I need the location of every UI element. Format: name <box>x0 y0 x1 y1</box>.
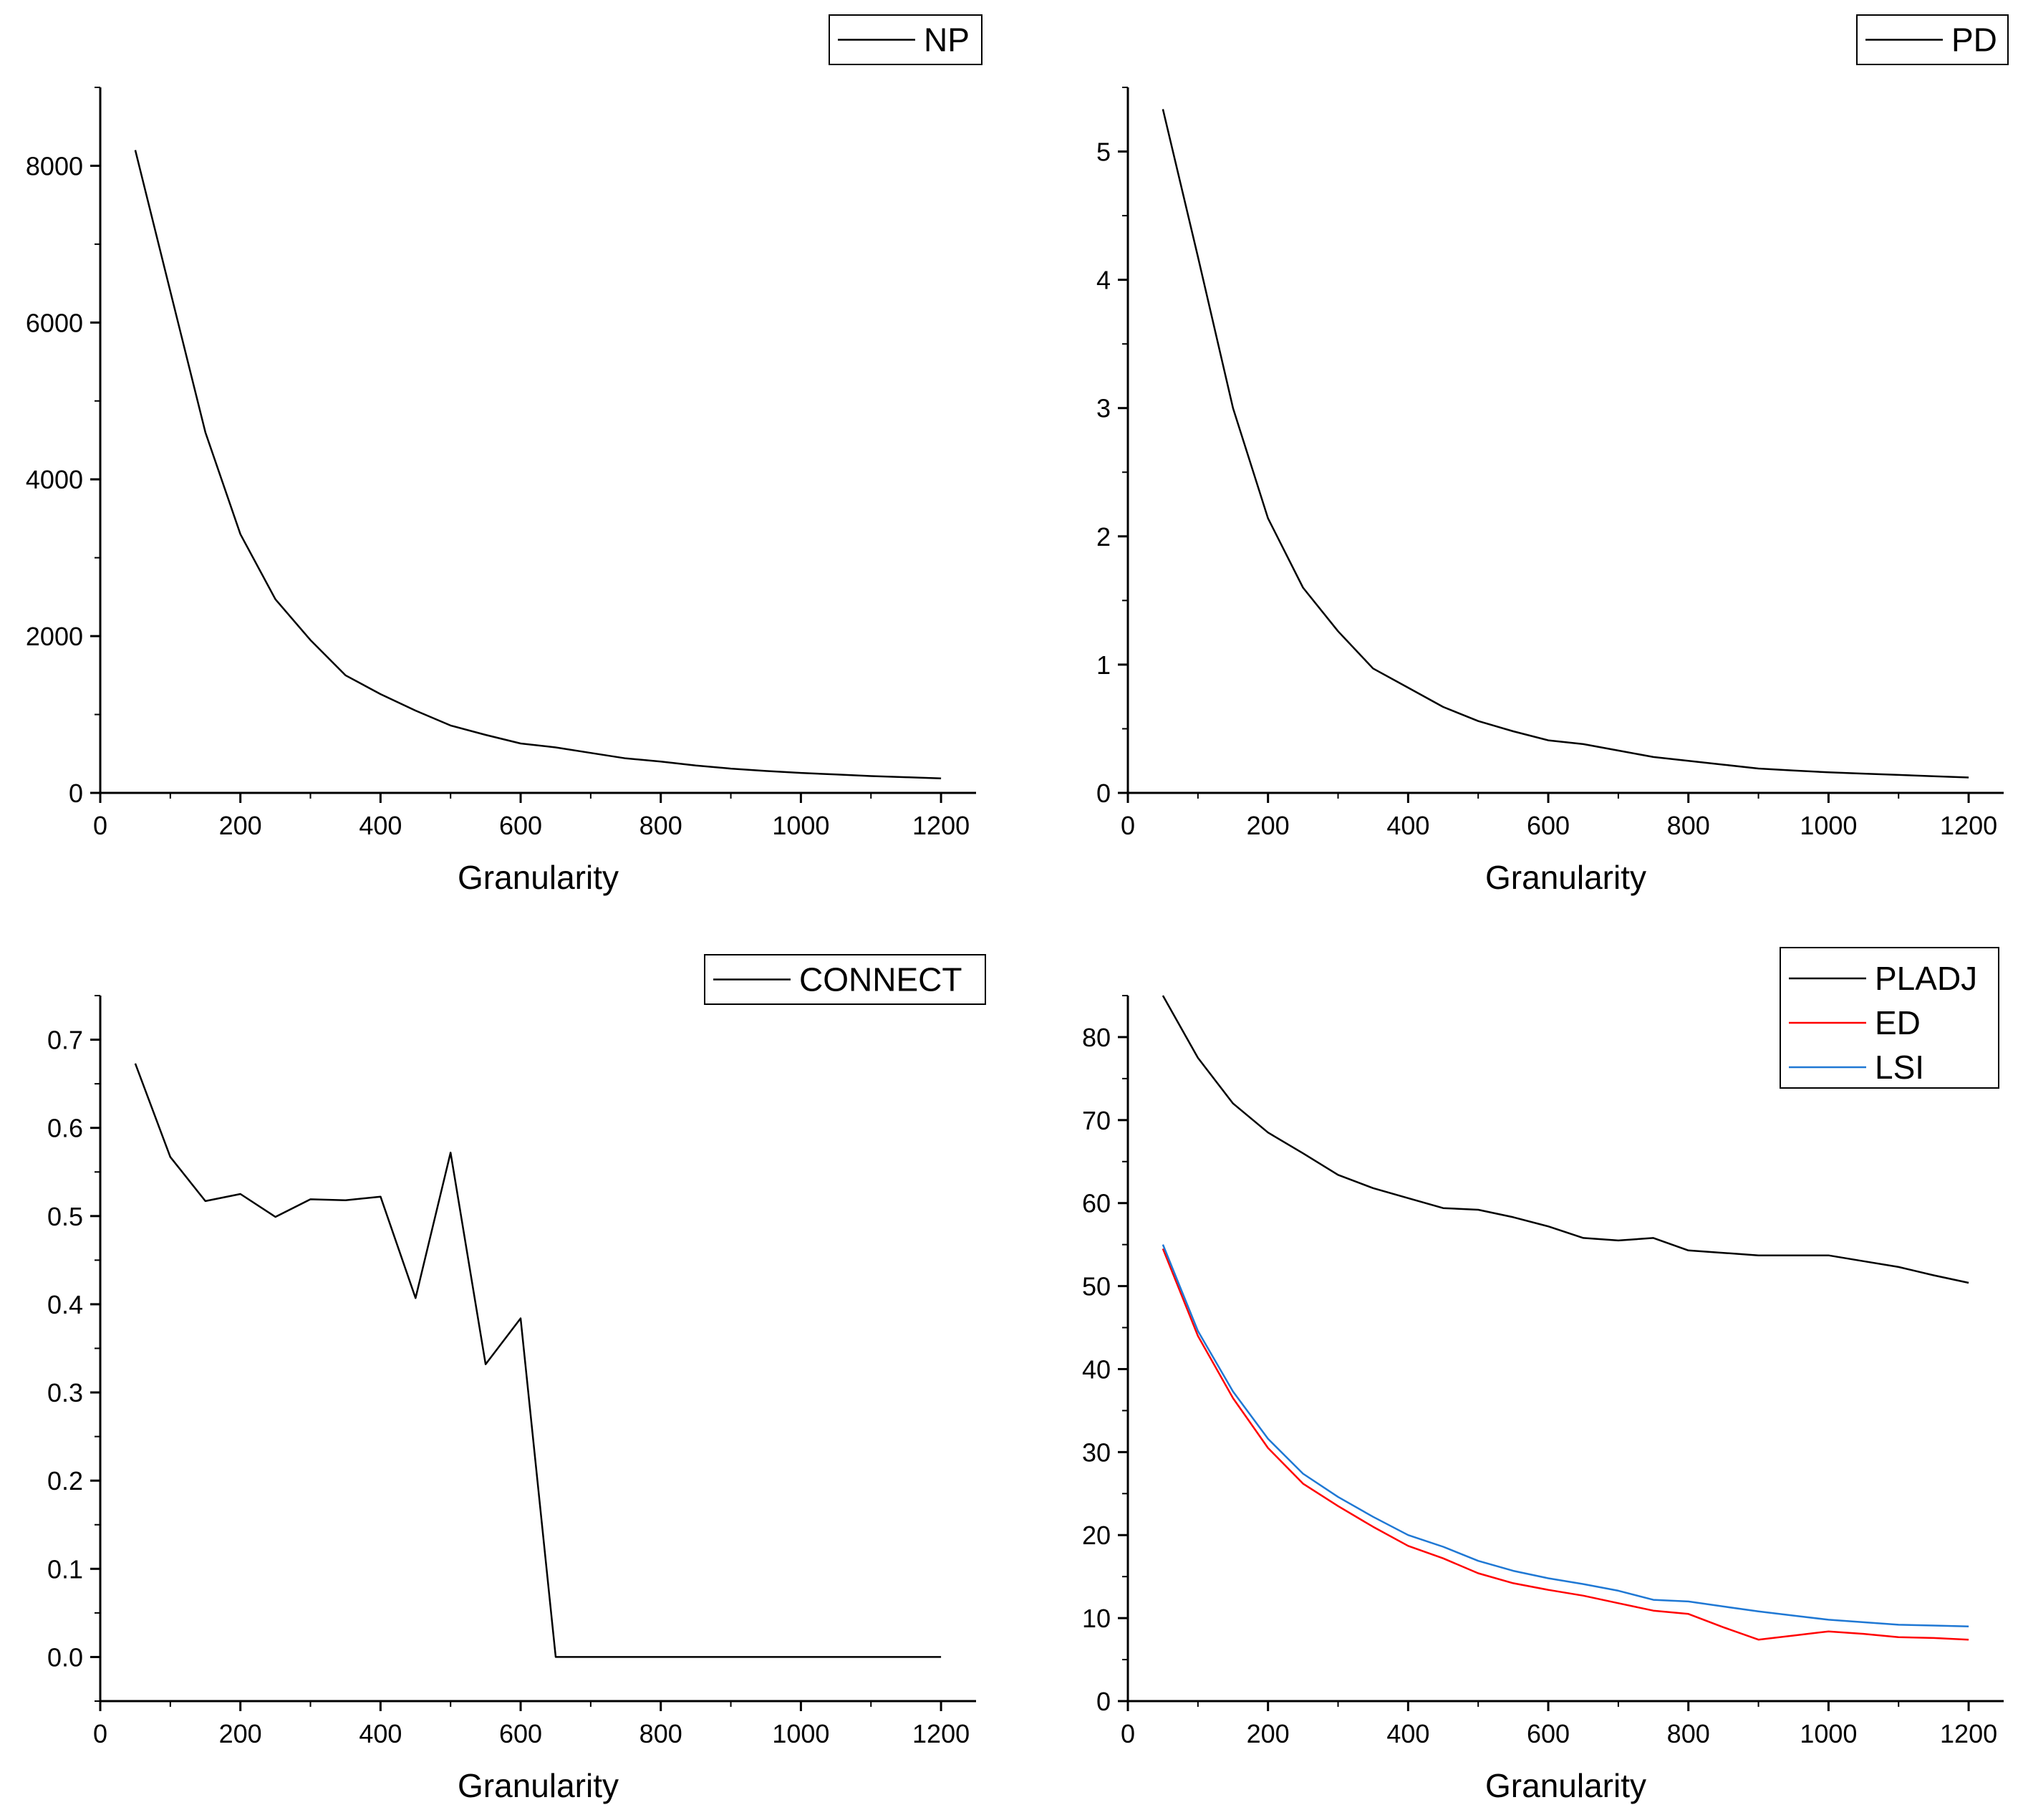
y-tick-label: 8000 <box>26 151 83 180</box>
x-tick-label: 600 <box>1527 1719 1570 1748</box>
chart-panel-2: 0 200 400 600 800 1000 1200 0 1 2 3 4 5 Granularity PD <box>1096 14 2009 896</box>
x-tick-label: 1000 <box>772 1719 829 1748</box>
y-tick-label: 20 <box>1082 1521 1111 1550</box>
x-tick-label: 1200 <box>1940 1719 1997 1748</box>
x-tick-label: 1200 <box>1940 811 1997 840</box>
legend-label: LSI <box>1875 1049 1924 1086</box>
legend-box <box>1780 947 1999 1089</box>
x-axis-title: Granularity <box>1485 1767 1646 1804</box>
y-tick-label: 0 <box>1096 779 1111 808</box>
x-tick-label: 800 <box>1667 811 1710 840</box>
y-tick-label: 0.2 <box>47 1466 83 1496</box>
x-tick-label: 600 <box>499 1719 542 1748</box>
series-line-np <box>134 150 942 780</box>
x-tick-label: 0 <box>93 811 107 840</box>
series-line-pladj <box>1162 995 1969 1284</box>
y-tick-label: 70 <box>1082 1106 1111 1135</box>
x-tick-label: 800 <box>639 1719 682 1748</box>
chart-panel-1: 0 200 400 600 800 1000 1200 0 2000 4000 6000 8000 Gr… <box>26 14 983 896</box>
x-axis-title: Granularity <box>458 859 619 896</box>
y-tick-label: 0.5 <box>47 1202 83 1231</box>
y-tick-label: 2 <box>1096 522 1111 552</box>
y-tick-label: 0.6 <box>47 1114 83 1143</box>
y-tick-label: 0 <box>1096 1687 1111 1716</box>
y-tick-label: 0.4 <box>47 1290 83 1319</box>
x-tick-label: 1000 <box>772 811 829 840</box>
x-tick-label: 200 <box>1247 1719 1290 1748</box>
y-tick-label: 80 <box>1082 1023 1111 1052</box>
y-tick-label: 0.3 <box>47 1378 83 1407</box>
y-tick-label: 4 <box>1096 266 1111 295</box>
x-tick-label: 1200 <box>912 1719 970 1748</box>
x-tick-label: 600 <box>499 811 542 840</box>
y-tick-label: 2000 <box>26 622 83 651</box>
x-tick-label: 400 <box>359 1719 402 1748</box>
y-tick-label: 0.1 <box>47 1554 83 1584</box>
x-tick-label: 1000 <box>1800 811 1857 840</box>
x-tick-label: 0 <box>1121 1719 1135 1748</box>
y-tick-label: 0 <box>69 779 83 808</box>
y-tick-label: 0.7 <box>47 1026 83 1055</box>
series-line-ed <box>1162 1248 1969 1641</box>
y-tick-label: 30 <box>1082 1438 1111 1467</box>
x-tick-label: 800 <box>639 811 682 840</box>
y-tick-label: 0.0 <box>47 1642 83 1672</box>
x-tick-label: 400 <box>1386 1719 1429 1748</box>
legend-label: NP <box>924 21 970 59</box>
chart-panel-3: 0 200 400 600 800 1000 1200 0.0 0.1 0.2 0.3 0.4 0.5 0… <box>47 954 986 1804</box>
legend-label: ED <box>1875 1004 1921 1041</box>
x-tick-label: 400 <box>1386 811 1429 840</box>
x-tick-label: 0 <box>93 1719 107 1748</box>
x-axis-title: Granularity <box>1485 859 1646 896</box>
x-tick-label: 0 <box>1121 811 1135 840</box>
x-tick-label: 200 <box>219 811 262 840</box>
legend: PLADJ ED LSI <box>1780 947 1999 1089</box>
legend: CONNECT <box>704 954 986 1005</box>
y-tick-label: 4000 <box>26 465 83 494</box>
legend: PD <box>1856 14 2009 65</box>
chart-panel-4: 0 200 400 600 800 1000 1200 0 10 20 30 40 50 60 70 80 Gr… <box>1082 947 2004 1804</box>
x-tick-label: 1000 <box>1800 1719 1857 1748</box>
y-tick-label: 1 <box>1096 650 1111 680</box>
series-line-lsi <box>1162 1244 1969 1627</box>
x-tick-label: 200 <box>1247 811 1290 840</box>
x-tick-label: 200 <box>219 1719 262 1748</box>
series-line-connect <box>134 1063 942 1658</box>
series-line-pd <box>1162 109 1969 779</box>
y-tick-label: 50 <box>1082 1272 1111 1301</box>
x-tick-label: 400 <box>359 811 402 840</box>
x-tick-label: 800 <box>1667 1719 1710 1748</box>
y-tick-label: 60 <box>1082 1189 1111 1218</box>
y-tick-label: 10 <box>1082 1604 1111 1633</box>
legend: NP <box>829 14 983 65</box>
x-axis-title: Granularity <box>458 1767 619 1804</box>
legend-label: PLADJ <box>1875 960 1977 997</box>
x-tick-label: 1200 <box>912 811 970 840</box>
legend-label: CONNECT <box>799 961 962 998</box>
y-tick-label: 3 <box>1096 394 1111 423</box>
y-tick-label: 5 <box>1096 138 1111 167</box>
y-tick-label: 40 <box>1082 1354 1111 1384</box>
legend-label: PD <box>1951 21 1997 59</box>
x-tick-label: 600 <box>1527 811 1570 840</box>
y-tick-label: 6000 <box>26 308 83 337</box>
